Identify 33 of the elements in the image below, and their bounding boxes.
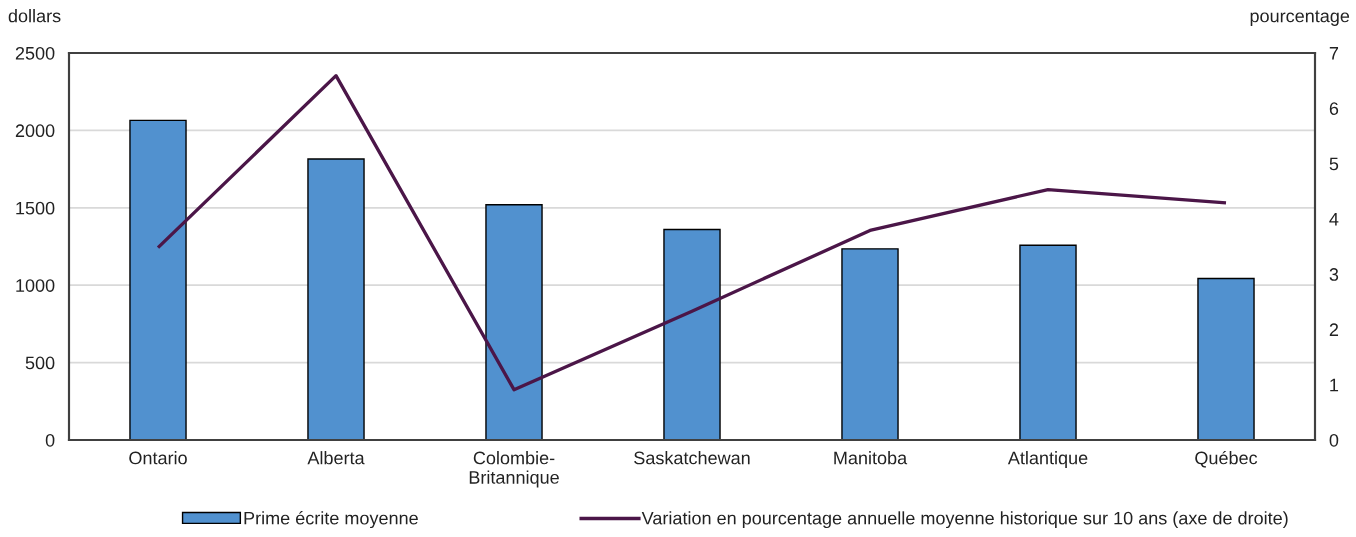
x-tick-label: Saskatchewan [634, 451, 750, 465]
y-tick-label: 2000 [15, 124, 55, 138]
x-tick-label: Québec [1195, 450, 1258, 468]
y2-tick-label: 7 [1329, 47, 1339, 60]
y2-tick-label: 5 [1329, 157, 1339, 171]
y2-tick-label: 1 [1330, 378, 1339, 392]
bar [129, 119, 187, 440]
y2-tick-label: 6 [1329, 102, 1339, 116]
y-tick-label: 0 [45, 433, 55, 447]
y-tick-label: 500 [25, 356, 55, 370]
y2-tick-label: 4 [1329, 212, 1339, 226]
x-tick-label: Manitoba [834, 451, 908, 465]
y2-axis-title: pourcentage [1250, 10, 1350, 26]
bar [841, 248, 899, 440]
line-series [156, 74, 1228, 392]
y-tick-label: 2500 [15, 46, 55, 60]
x-tick-label: Alberta [307, 451, 365, 465]
bar [307, 158, 365, 440]
legend-label: Variation en pourcentage annuelle moyenne historique sur 10 ans (axe de droite) [641, 511, 1288, 529]
bar [663, 228, 721, 440]
legend-label: Prime écrite moyenne [244, 511, 418, 529]
x-tick-label: Colombie- Britannique [469, 451, 559, 488]
x-tick-label: Atlantique [1007, 451, 1088, 468]
x-tick-label: Ontario [129, 451, 187, 465]
y-tick-label: 1500 [16, 201, 55, 215]
bar [485, 204, 543, 440]
y-tick-label: 1000 [16, 279, 55, 292]
y2-tick-label: 0 [1329, 433, 1339, 447]
bar [1019, 244, 1077, 440]
y-axis-title: dollars [8, 9, 61, 23]
bar [1197, 277, 1255, 440]
y2-tick-label: 3 [1329, 268, 1339, 281]
y2-tick-label: 2 [1329, 323, 1339, 336]
